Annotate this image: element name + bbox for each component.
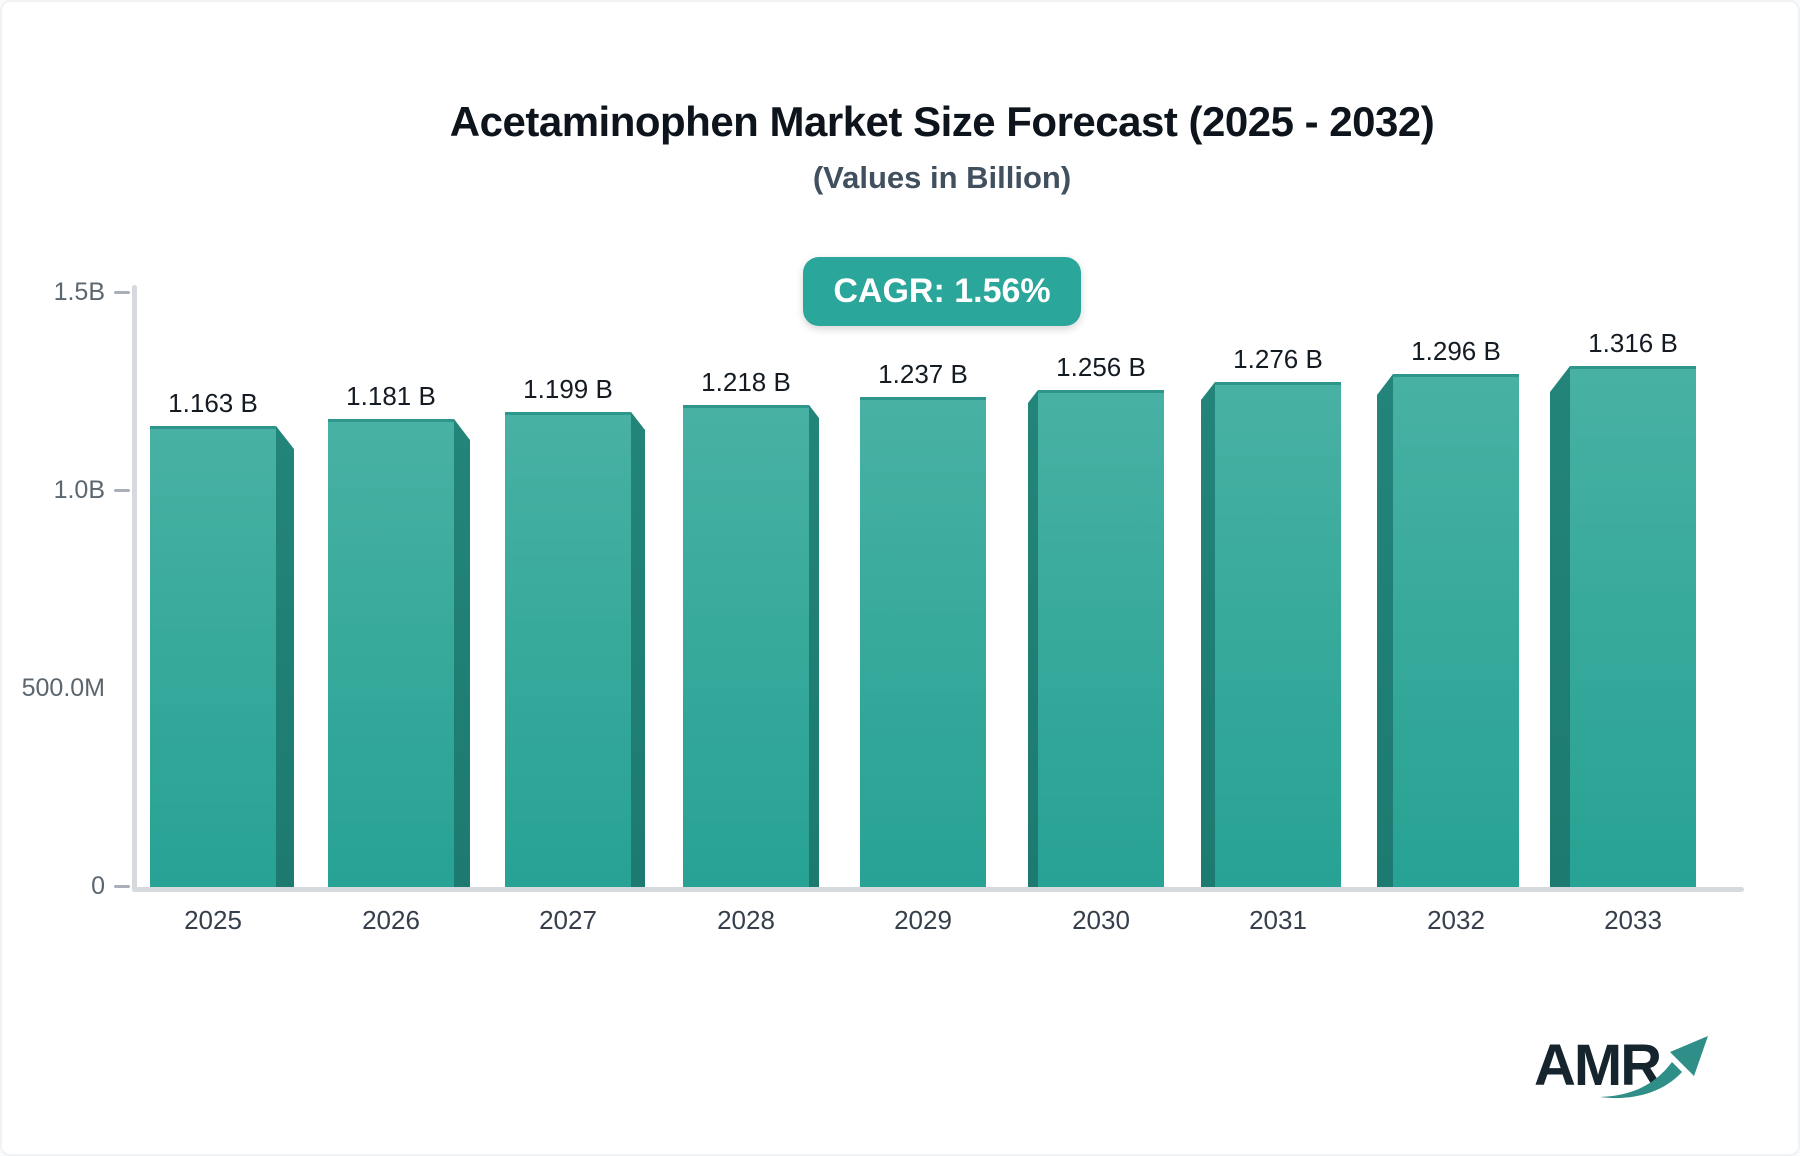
y-axis-line [132, 285, 137, 892]
y-tick-dash [114, 488, 130, 492]
bar [1393, 374, 1519, 887]
y-tick: 0 [2, 871, 130, 901]
bar-side-face [1377, 374, 1393, 887]
bar [328, 419, 454, 887]
y-tick: 1.0B [2, 475, 130, 505]
x-axis-label: 2032 [1427, 905, 1485, 935]
bar-value-label: 1.199 B [523, 374, 613, 404]
bar-value-label: 1.218 B [701, 367, 791, 397]
chart-title: Acetaminophen Market Size Forecast (2025… [449, 98, 1435, 145]
chart-subtitle: (Values in Billion) [812, 160, 1072, 195]
bar-value-label: 1.163 B [168, 388, 258, 418]
bar-side-face [454, 419, 470, 887]
x-axis-label: 2030 [1072, 905, 1130, 935]
x-axis-label: 2031 [1249, 905, 1307, 935]
bar-side-face [276, 426, 294, 887]
bar [1038, 390, 1164, 887]
bar [150, 426, 276, 887]
bar-side-face [631, 412, 645, 887]
amr-logo-text: AMR [1534, 1033, 1662, 1098]
x-axis-label: 2025 [184, 905, 242, 935]
growth-arrow-icon [1600, 1036, 1708, 1099]
bar [860, 397, 986, 887]
bar-side-face [1201, 382, 1215, 887]
bar-value-label: 1.237 B [878, 359, 968, 389]
amr-logo: AMR [1534, 1034, 1719, 1112]
x-axis-label: 2027 [539, 905, 597, 935]
y-tick-dash [114, 884, 130, 888]
x-axis-label: 2026 [362, 905, 420, 935]
cagr-badge-wrap: CAGR: 1.56% [137, 257, 1747, 326]
x-axis-label: 2029 [894, 905, 952, 935]
bar [505, 412, 631, 887]
y-tick: 500.0M [2, 673, 130, 703]
x-axis-label: 2028 [717, 905, 775, 935]
bar-value-label: 1.276 B [1233, 344, 1323, 374]
y-tick-label: 1.5B [53, 277, 105, 306]
y-tick-label: 1.0B [53, 475, 105, 504]
bar-value-label: 1.256 B [1056, 352, 1146, 382]
x-axis-line [132, 887, 1744, 892]
bar-side-face [809, 405, 819, 887]
bar-value-label: 1.296 B [1411, 336, 1501, 366]
bar-value-label: 1.181 B [346, 381, 436, 411]
y-tick-dash [114, 290, 130, 294]
y-tick: 1.5B [2, 277, 130, 307]
plot-area: 1.163 B 1.181 B 1.199 B 1.218 B 1.237 B 1.256… [137, 287, 1749, 887]
bar [1570, 366, 1696, 887]
bar-side-face [1028, 390, 1038, 887]
y-tick-label: 0 [91, 871, 105, 900]
bar-value-label: 1.316 B [1588, 328, 1678, 358]
bar [1215, 382, 1341, 887]
bar [683, 405, 809, 887]
y-tick-label: 500.0M [21, 673, 105, 702]
x-axis-label: 2033 [1604, 905, 1662, 935]
cagr-badge: CAGR: 1.56% [803, 257, 1081, 326]
bar-side-face [1550, 366, 1570, 887]
